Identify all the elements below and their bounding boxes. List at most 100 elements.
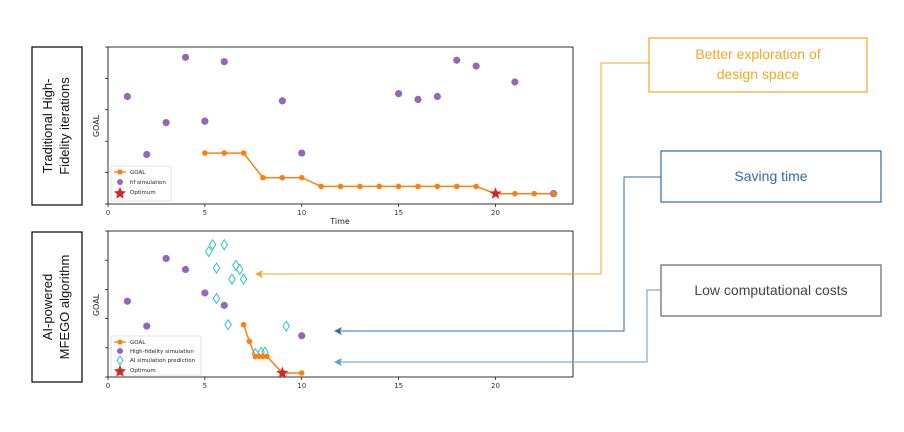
callout-exploration: Better exploration of design space: [648, 37, 868, 93]
callout-lowcost: Low computational costs: [660, 264, 882, 317]
goal-point: [453, 183, 460, 190]
x-tick-label: 15: [394, 382, 403, 390]
callout-lowcost-text: Low computational costs: [694, 282, 847, 298]
goal-point: [357, 183, 363, 190]
hf-point: [453, 56, 461, 64]
x-tick-label: 0: [106, 382, 110, 390]
x-tick-label: 20: [491, 382, 500, 390]
y-ticks: [105, 230, 108, 378]
ai-prediction-point: [212, 292, 221, 305]
hf-point: [123, 92, 131, 101]
legend-hf: hf simulation: [130, 180, 166, 186]
x-axis-label: Time: [329, 217, 350, 226]
hf-point: [123, 297, 131, 305]
goal-point: [376, 183, 383, 190]
top-side-label-line1: Traditional High-: [40, 79, 55, 174]
x-tick-label: 5: [203, 382, 207, 390]
hf-point: [201, 117, 209, 125]
ai-prediction-point: [228, 273, 236, 285]
goal-point: [512, 190, 518, 197]
ai-prediction-point: [236, 263, 244, 276]
callout-saving-text: Saving time: [734, 168, 807, 184]
goal-point: [473, 183, 479, 190]
legend-hf-marker: [117, 179, 123, 185]
legend-goal-marker: [117, 169, 123, 175]
legend-optimum: Optimum: [130, 190, 156, 196]
x-ticks: 0 5 10 15 20: [106, 377, 500, 390]
hf-point: [298, 332, 306, 340]
y-axis-label: GOAL: [92, 293, 101, 316]
callout-saving: Saving time: [660, 150, 882, 203]
bottom-side-label: AI-powered MFEGO algorithm: [31, 231, 83, 383]
hf-point: [472, 62, 480, 70]
ai-prediction-point: [232, 259, 240, 272]
bottom-side-label-line1: AI-powered: [40, 274, 55, 340]
goal-point: [252, 353, 259, 360]
legend-goal-marker: [117, 339, 123, 345]
goal-point: [202, 150, 208, 156]
ai-prediction-point: [224, 318, 232, 331]
callout-exploration-line1: Better exploration of: [695, 46, 820, 62]
goal-point: [550, 190, 557, 197]
legend-hf-marker: [117, 348, 123, 354]
y-ticks: [105, 46, 108, 205]
goal-point: [240, 150, 247, 156]
hf-point: [433, 92, 441, 101]
hf-point: [143, 150, 151, 159]
legend-ai: AI simulation prediction: [130, 358, 196, 364]
legend-optimum-marker: [114, 365, 126, 377]
legend: GOAL High-fidelity simulation AI simulat…: [110, 335, 202, 377]
hf-point: [298, 149, 306, 157]
marks: [123, 238, 306, 379]
callout-exploration-line2: design space: [717, 66, 800, 82]
ai-prediction-point: [239, 273, 248, 285]
goal-point: [246, 338, 253, 345]
goal-point: [260, 174, 266, 181]
ai-prediction-point: [205, 245, 213, 258]
arrow-saving: [334, 176, 661, 335]
goal-point: [415, 183, 421, 190]
goal-point: [395, 183, 402, 190]
plot-frame: [107, 230, 574, 378]
plot-frame: [107, 46, 574, 205]
hf-point: [143, 322, 151, 330]
optimum-marker: [489, 187, 502, 199]
ai-prediction-point: [282, 320, 290, 332]
ai-prediction-point: [212, 262, 221, 274]
goal-point: [298, 174, 305, 181]
goal-point: [279, 174, 286, 181]
hf-point: [162, 119, 170, 127]
hf-point: [181, 53, 190, 61]
ai-prediction-point: [208, 238, 217, 251]
goal-point: [434, 183, 441, 190]
legend-goal: GOAL: [130, 340, 146, 346]
goal-point: [264, 353, 270, 360]
y-axis-label: GOAL: [92, 114, 101, 137]
x-tick-label: 20: [491, 209, 500, 217]
goal-point: [240, 321, 247, 328]
top-side-label: Traditional High- Fidelity iterations: [31, 46, 83, 206]
top-side-label-line2: Fidelity iterations: [57, 77, 72, 175]
arrow-lowcost: [334, 289, 661, 366]
hf-point: [511, 78, 519, 86]
goal-point: [531, 190, 538, 197]
hf-point: [181, 265, 190, 274]
legend-optimum: Optimum: [130, 368, 156, 374]
hf-point: [414, 95, 422, 103]
goal-point: [298, 370, 305, 376]
x-tick-label: 5: [203, 209, 207, 217]
hf-point: [162, 254, 170, 263]
arrow-exploration: [255, 62, 649, 278]
x-tick-label: 0: [106, 209, 110, 217]
x-tick-label: 15: [394, 209, 403, 217]
hf-point: [201, 289, 209, 297]
ai-prediction-point: [220, 238, 228, 251]
legend-optimum-marker: [114, 187, 126, 199]
hf-point: [278, 97, 286, 105]
optimum-marker: [276, 366, 289, 379]
chart-top: 0 5 10 15 20 Time GOAL GOAL hf simulation Op…: [92, 46, 574, 226]
hf-point: [395, 90, 403, 98]
x-ticks: 0 5 10 15 20: [106, 204, 500, 217]
marks: [123, 53, 558, 199]
legend-goal: GOAL: [130, 170, 146, 176]
